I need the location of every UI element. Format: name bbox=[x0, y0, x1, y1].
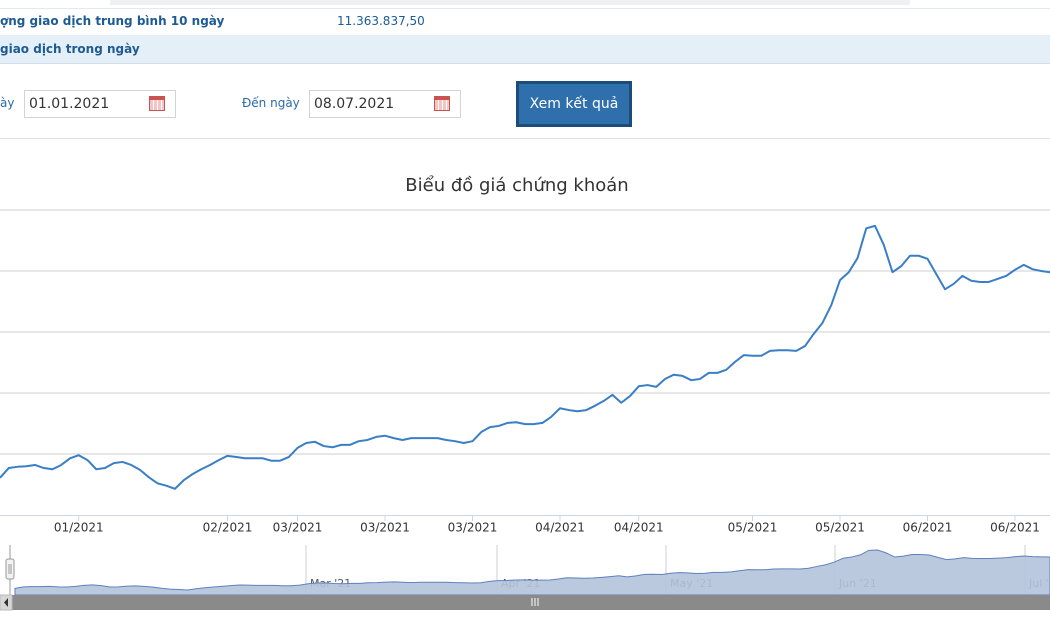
x-tick-label: 03/2021 bbox=[448, 521, 498, 535]
section-title: giao dịch trong ngày bbox=[0, 42, 140, 56]
x-tick-label: 06/2021 bbox=[990, 521, 1040, 535]
divider bbox=[0, 138, 1050, 139]
to-label: Đến ngày bbox=[242, 96, 300, 110]
date-value: 01.01.2021 bbox=[29, 96, 110, 112]
x-tick-label: 03/2021 bbox=[273, 521, 323, 535]
price-line bbox=[0, 224, 1050, 490]
x-tick-label: 05/2021 bbox=[815, 521, 865, 535]
x-tick-label: 06/2021 bbox=[903, 521, 953, 535]
x-tick-label: 02/2021 bbox=[203, 521, 253, 535]
section-header[interactable]: giao dịch trong ngày bbox=[0, 35, 1050, 64]
arrow bbox=[4, 598, 8, 607]
navigator-mask-left bbox=[0, 545, 10, 595]
chart-title: Biểu đồ giá chứng khoán bbox=[405, 175, 628, 196]
calendar-icon[interactable] bbox=[434, 96, 450, 111]
x-tick-label: 04/2021 bbox=[614, 521, 664, 535]
x-tick-label: 03/2021 bbox=[360, 521, 410, 535]
from-label: ày bbox=[0, 96, 15, 110]
scrollbar[interactable] bbox=[0, 595, 1050, 610]
calendar-icon[interactable] bbox=[149, 96, 165, 111]
value: 11.363.837,50 bbox=[337, 14, 425, 28]
date-input[interactable]: 01.01.2021 bbox=[24, 90, 176, 118]
date-value: 08.07.2021 bbox=[314, 96, 395, 112]
label: ợng giao dịch trung bình 10 ngày bbox=[0, 14, 225, 28]
top-bar bbox=[110, 0, 910, 5]
navigator-handle[interactable] bbox=[5, 558, 15, 580]
date-input[interactable]: 08.07.2021 bbox=[309, 90, 461, 118]
submit-button[interactable]: Xem kết quả bbox=[516, 81, 632, 127]
x-tick-label: 01/2021 bbox=[54, 521, 104, 535]
x-tick-label: 05/2021 bbox=[728, 521, 778, 535]
navigator-area bbox=[14, 549, 1050, 596]
x-tick-label: 04/2021 bbox=[535, 521, 585, 535]
